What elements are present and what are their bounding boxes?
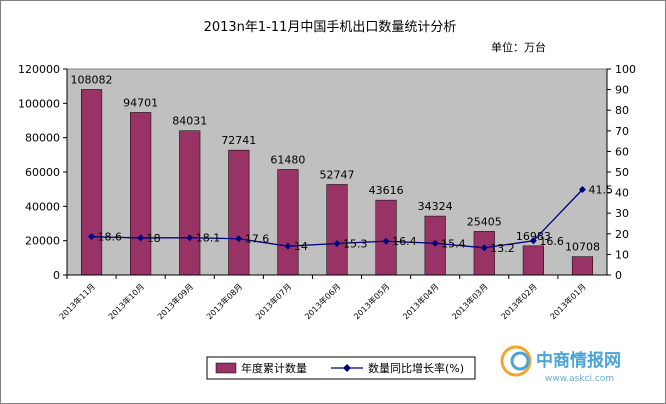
bar-series: 108082 94701 84031 72741 61480 52747 43616 3432… (71, 73, 600, 276)
bar-value-label: 61480 (270, 153, 305, 166)
right-tick-label: 0 (615, 269, 622, 282)
bar (522, 245, 544, 276)
right-tick-label: 30 (615, 207, 629, 220)
watermark-url: www.askci.com (545, 374, 614, 384)
right-tick-label: 90 (615, 84, 629, 97)
line-value-label: 18.6 (98, 231, 123, 244)
left-tick-label: 0 (53, 269, 60, 282)
left-tick-label: 60000 (25, 166, 60, 179)
left-tick-label: 80000 (25, 132, 60, 145)
line-value-label: 18 (147, 232, 161, 245)
line-point (382, 237, 390, 245)
right-tick-label: 60 (615, 145, 629, 158)
bar (179, 130, 201, 276)
line-value-label: 13.2 (490, 242, 514, 255)
line-point (186, 234, 194, 242)
legend-label-line: 数量同比增长率(%) (368, 361, 464, 375)
bar (571, 256, 594, 276)
bar-value-label: 108082 (71, 73, 113, 86)
left-tick-label: 120000 (18, 63, 60, 76)
legend-label-bar: 年度累计数量 (241, 361, 307, 375)
bar-value-label: 43616 (369, 184, 404, 197)
right-tick-label: 100 (615, 63, 636, 76)
bar-value-label: 72741 (221, 134, 256, 147)
legend-swatch-marker (343, 364, 351, 372)
line-point (88, 233, 96, 241)
bar-value-label: 25405 (467, 215, 502, 228)
right-tick-label: 50 (615, 166, 629, 179)
left-axis: 0 20000 40000 60000 80000 100000 120000 (18, 63, 68, 282)
left-tick-label: 40000 (25, 200, 60, 213)
watermark-logo-icon (500, 345, 532, 377)
line-value-label: 18.1 (196, 232, 221, 245)
bar-value-label: 10708 (565, 241, 600, 254)
bar (277, 169, 299, 276)
legend: 年度累计数量 数量同比增长率(%) (206, 356, 476, 380)
line-value-label: 14 (294, 240, 308, 253)
line-value-label: 16.4 (392, 235, 417, 248)
line-value-label: 17.6 (245, 233, 270, 246)
left-tick-label: 100000 (18, 97, 60, 110)
unit-label: 单位：万台 (491, 40, 546, 54)
line-point (137, 234, 145, 242)
bar-value-label: 16983 (516, 230, 551, 243)
right-tick-label: 70 (615, 125, 629, 138)
line-point (480, 244, 488, 252)
watermark-text: 中商情报网 (536, 350, 621, 371)
right-tick-label: 40 (615, 187, 629, 200)
line-point (529, 237, 537, 245)
line-value-label: 41.5 (588, 184, 613, 197)
left-tick-label: 20000 (25, 235, 60, 248)
right-axis: 0 10 20 30 40 50 60 70 80 90 100 (606, 63, 636, 282)
bar (228, 149, 250, 276)
right-tick-label: 80 (615, 104, 629, 117)
right-tick-label: 10 (615, 248, 629, 261)
legend-swatch-bar (215, 362, 237, 374)
bar-value-label: 34324 (418, 200, 453, 213)
line-point (578, 186, 586, 194)
line-series: 18.6 18 18.1 17.6 14 15.3 16.4 15.4 13.2 16.6 41.5 (88, 184, 613, 255)
line-value-label: 16.6 (539, 235, 564, 248)
chart-title: 2013n年1-11月中国手机出口数量统计分析 (204, 20, 457, 35)
line-value-label: 15.4 (441, 237, 466, 250)
line-point (333, 239, 341, 247)
right-tick-label: 20 (615, 228, 629, 241)
bar (130, 112, 152, 276)
watermark: 中商情报网 www.askci.com (500, 345, 621, 384)
line-point (284, 242, 292, 250)
bar-value-label: 94701 (123, 96, 158, 109)
bar-value-label: 52747 (320, 168, 355, 181)
line-point (235, 235, 243, 243)
bar-value-label: 84031 (172, 115, 207, 128)
bar (80, 89, 103, 276)
line-point (431, 239, 439, 247)
line-value-label: 15.3 (343, 237, 368, 250)
watermark-logo-inner-icon (510, 351, 530, 371)
bar (326, 184, 348, 276)
